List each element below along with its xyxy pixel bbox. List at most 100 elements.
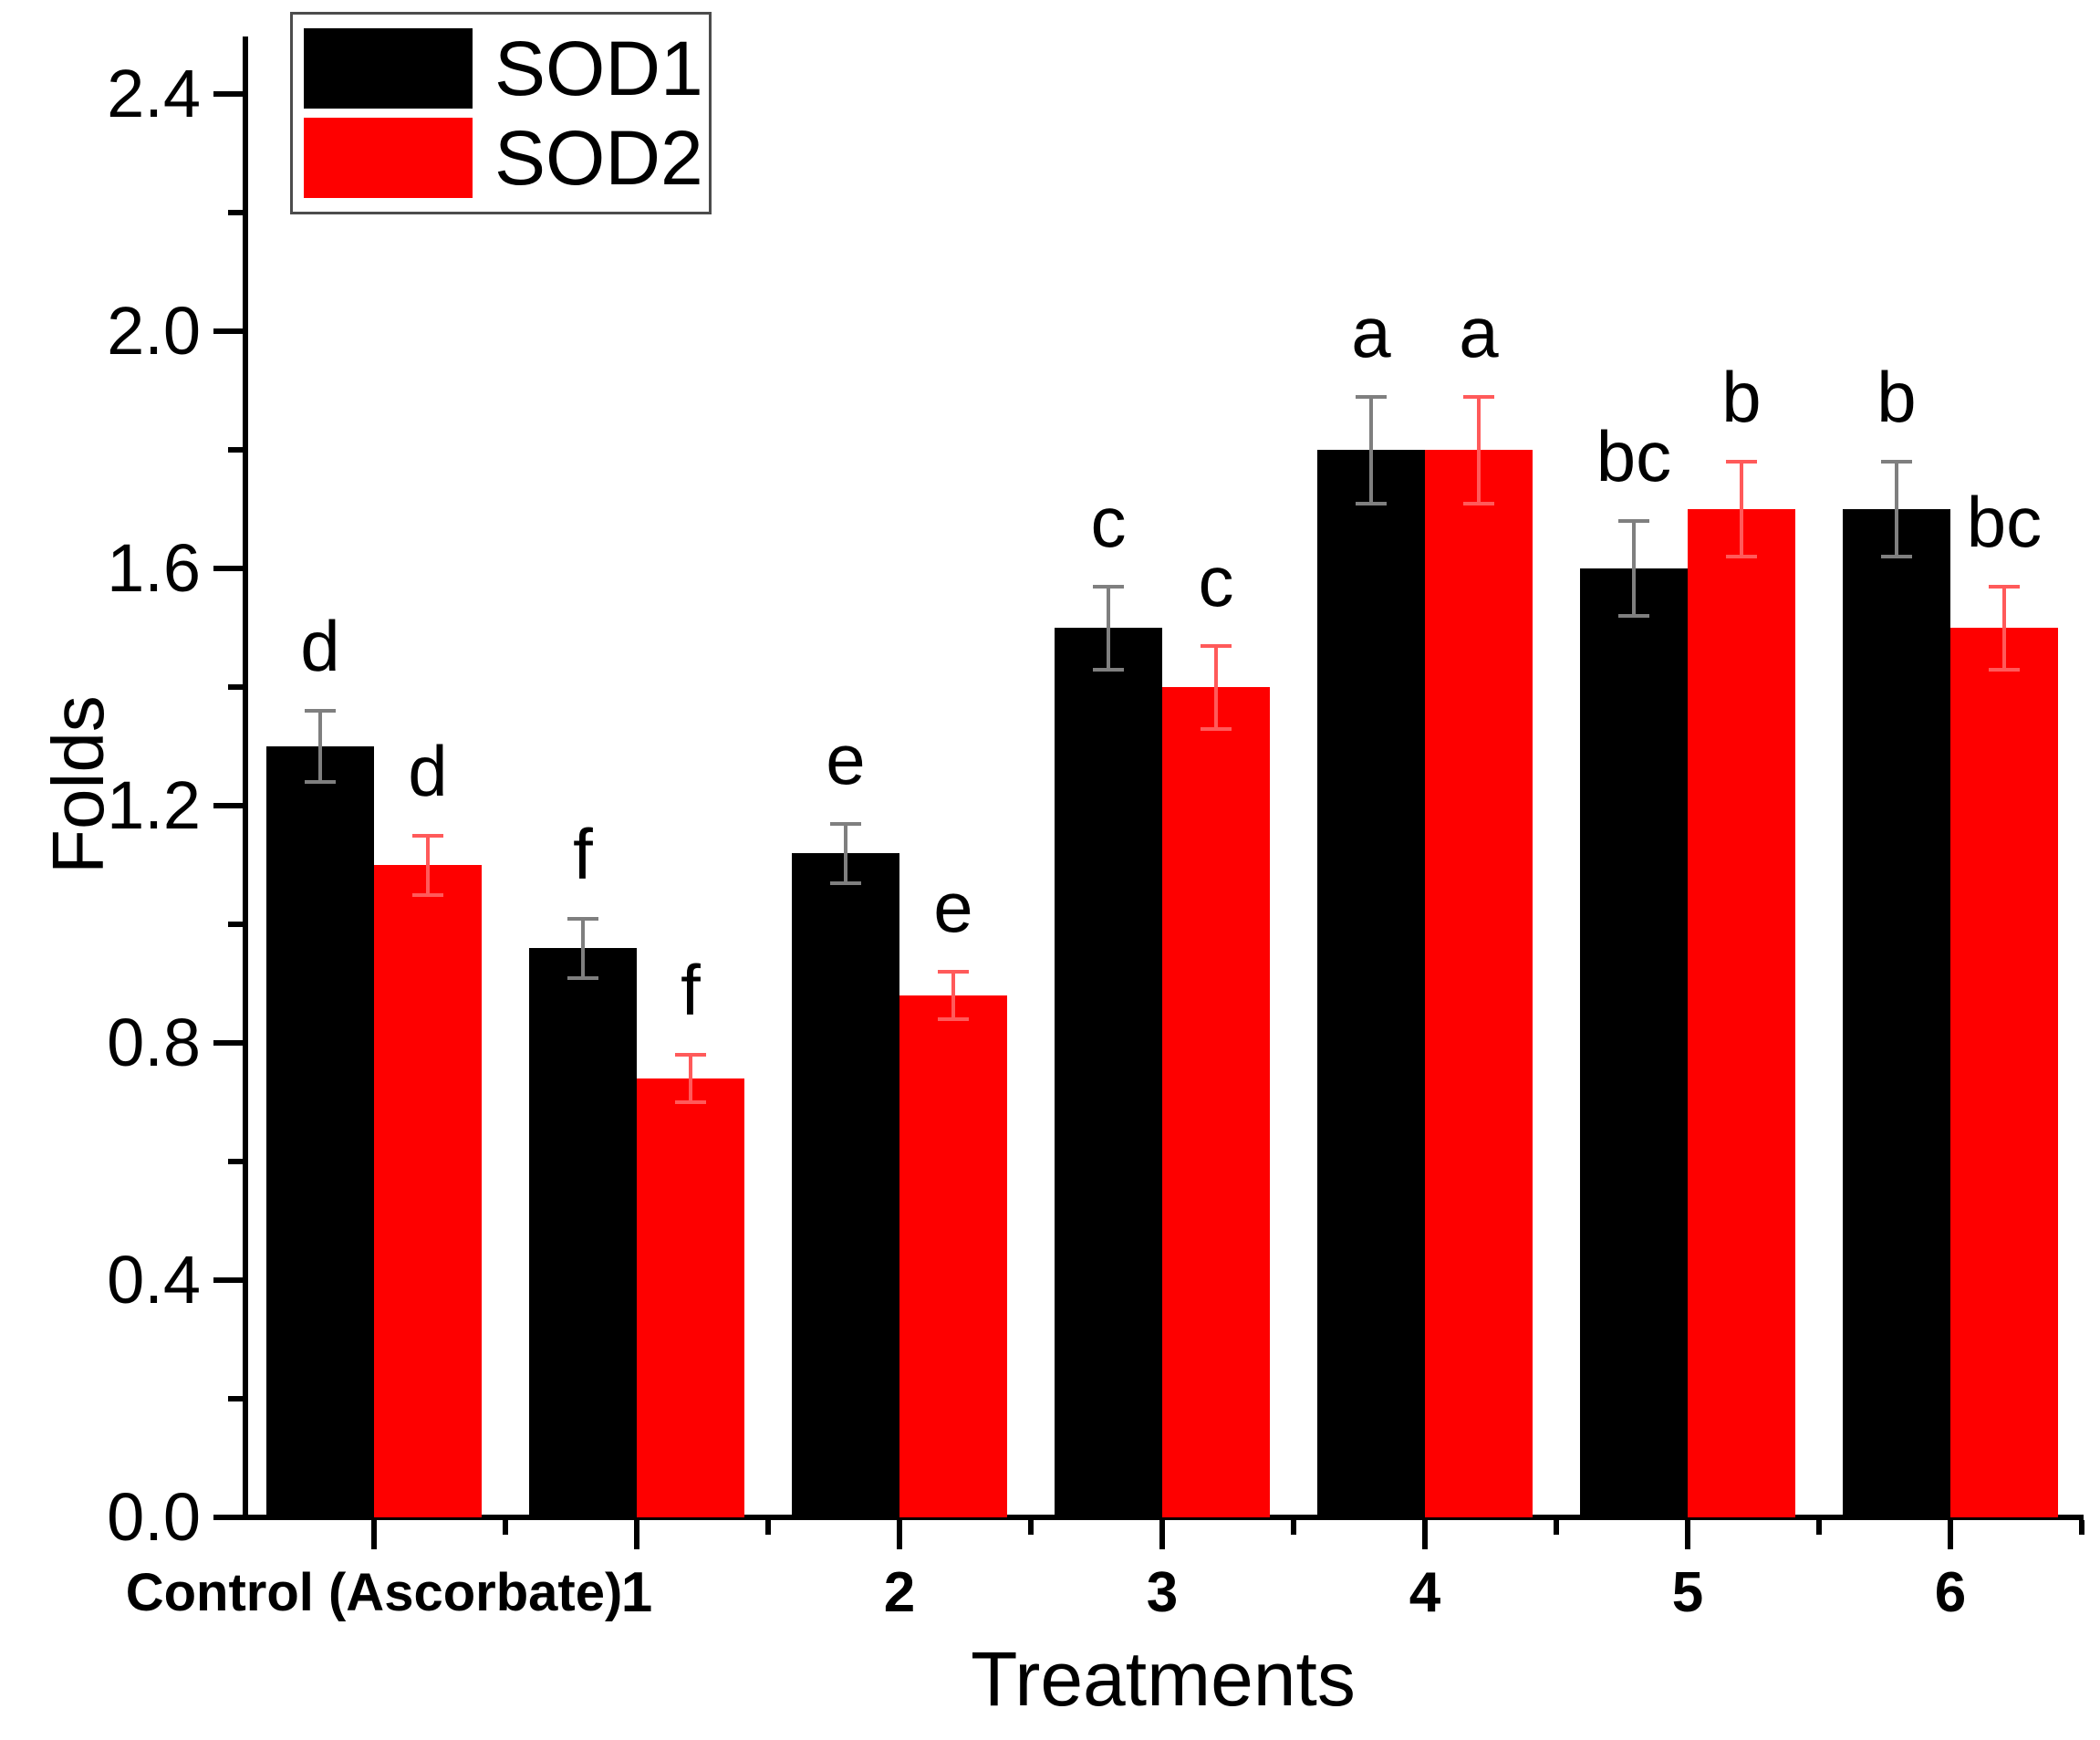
x-tick-label: 6: [1934, 1561, 1967, 1624]
sig-letter-sod2-5: b: [1721, 357, 1762, 437]
y-tick-label: 0.8: [107, 1005, 201, 1080]
legend-label-sod1: SOD1: [494, 26, 703, 111]
error-bar-stem: [1107, 586, 1110, 670]
y-major-tick: [213, 1040, 243, 1046]
error-bar-cap-top: [675, 1053, 706, 1057]
y-major-tick: [213, 91, 243, 97]
x-tick-label: Control (Ascorbate): [125, 1563, 623, 1622]
y-minor-tick: [228, 1159, 243, 1164]
x-minor-tick: [765, 1520, 771, 1535]
y-tick-label: 0.0: [107, 1479, 201, 1555]
error-bar-stem: [1895, 462, 1898, 557]
x-minor-tick: [1028, 1520, 1034, 1535]
bar-sod1-1: [529, 948, 637, 1517]
error-bar-cap-bottom: [1093, 667, 1124, 672]
error-bar-stem: [1632, 521, 1636, 616]
error-bar-cap-bottom: [1356, 501, 1387, 505]
error-bar-cap-top: [1093, 584, 1124, 589]
sig-letter-sod1-4: a: [1351, 291, 1391, 372]
x-minor-tick: [503, 1520, 508, 1535]
error-bar-cap-top: [412, 833, 443, 838]
x-minor-tick: [2079, 1520, 2084, 1535]
x-major-tick: [1948, 1520, 1953, 1549]
y-major-tick: [213, 1515, 243, 1520]
y-minor-tick: [228, 1396, 243, 1401]
y-tick-label: 2.4: [107, 56, 201, 131]
sig-letter-sod1-1: f: [573, 813, 593, 894]
legend-item-sod2: SOD2: [304, 118, 703, 198]
x-tick-label: 3: [1146, 1561, 1179, 1624]
sig-letter-sod2-6: bc: [1966, 481, 2043, 562]
y-major-tick: [213, 566, 243, 571]
error-bar-stem: [1369, 396, 1373, 504]
error-bar-cap-bottom: [830, 880, 861, 885]
error-bar-cap-top: [1726, 460, 1757, 464]
bar-sod1-4: [1317, 450, 1425, 1517]
error-bar-stem: [1477, 396, 1481, 504]
error-bar-stem: [581, 918, 585, 978]
bar-sod2-3: [1162, 687, 1270, 1517]
legend-item-sod1: SOD1: [304, 28, 703, 109]
sig-letter-sod1-6: b: [1876, 357, 1917, 437]
legend-label-sod2: SOD2: [494, 115, 703, 201]
y-minor-tick: [228, 922, 243, 927]
error-bar-stem: [1740, 462, 1743, 557]
x-major-tick: [1159, 1520, 1165, 1549]
x-major-tick: [1422, 1520, 1428, 1549]
bar-sod1-3: [1055, 628, 1162, 1517]
error-bar-cap-top: [305, 709, 336, 713]
x-tick-label: 2: [883, 1561, 916, 1624]
legend: SOD1 SOD2: [290, 12, 712, 214]
sod2-color-swatch-icon: [304, 118, 473, 198]
y-tick-label: 1.2: [107, 767, 201, 843]
x-major-tick: [897, 1520, 902, 1549]
x-axis-title: Treatments: [971, 1636, 1356, 1722]
error-bar-cap-bottom: [412, 892, 443, 897]
bar-sod2-6: [1950, 628, 2058, 1517]
y-minor-tick: [228, 684, 243, 690]
error-bar-cap-bottom: [675, 1100, 706, 1104]
y-minor-tick: [228, 447, 243, 453]
x-minor-tick: [1554, 1520, 1559, 1535]
sod1-color-swatch-icon: [304, 28, 473, 109]
x-tick-label: 4: [1409, 1561, 1441, 1624]
error-bar-cap-top: [1989, 584, 2020, 589]
error-bar-cap-top: [567, 916, 598, 921]
bar-sod1-0: [266, 746, 374, 1517]
error-bar-cap-bottom: [938, 1017, 969, 1021]
error-bar-stem: [844, 823, 847, 883]
x-tick-label: 5: [1671, 1561, 1704, 1624]
sig-letter-sod1-0: d: [300, 606, 340, 686]
x-tick-label: 1: [620, 1561, 653, 1624]
bar-sod2-5: [1688, 509, 1795, 1517]
error-bar-stem: [426, 835, 430, 895]
x-major-tick: [371, 1520, 377, 1549]
error-bar-cap-bottom: [305, 780, 336, 784]
y-tick-label: 0.4: [107, 1242, 201, 1318]
sig-letter-sod1-5: bc: [1596, 416, 1672, 496]
error-bar-stem: [2002, 586, 2006, 670]
bar-sod1-6: [1843, 509, 1950, 1517]
error-bar-cap-bottom: [1618, 614, 1649, 618]
sig-letter-sod2-1: f: [681, 950, 701, 1030]
y-minor-tick: [228, 210, 243, 215]
bar-sod2-1: [637, 1078, 744, 1517]
error-bar-stem: [1214, 645, 1218, 729]
bar-sod1-5: [1580, 568, 1688, 1517]
error-bar-cap-bottom: [1726, 555, 1757, 558]
x-minor-tick: [1291, 1520, 1296, 1535]
error-bar-cap-bottom: [1463, 501, 1494, 505]
y-tick-label: 1.6: [107, 530, 201, 606]
bar-sod2-2: [899, 995, 1007, 1517]
error-bar-cap-bottom: [567, 975, 598, 980]
x-major-tick: [1685, 1520, 1690, 1549]
error-bar-cap-top: [1881, 460, 1912, 464]
error-bar-cap-top: [1463, 394, 1494, 399]
y-axis-line: [243, 36, 248, 1520]
sig-letter-sod1-3: c: [1090, 481, 1127, 562]
error-bar-cap-top: [1618, 519, 1649, 523]
y-major-tick: [213, 803, 243, 808]
sig-letter-sod2-2: e: [933, 867, 973, 947]
error-bar-cap-top: [1356, 394, 1387, 399]
